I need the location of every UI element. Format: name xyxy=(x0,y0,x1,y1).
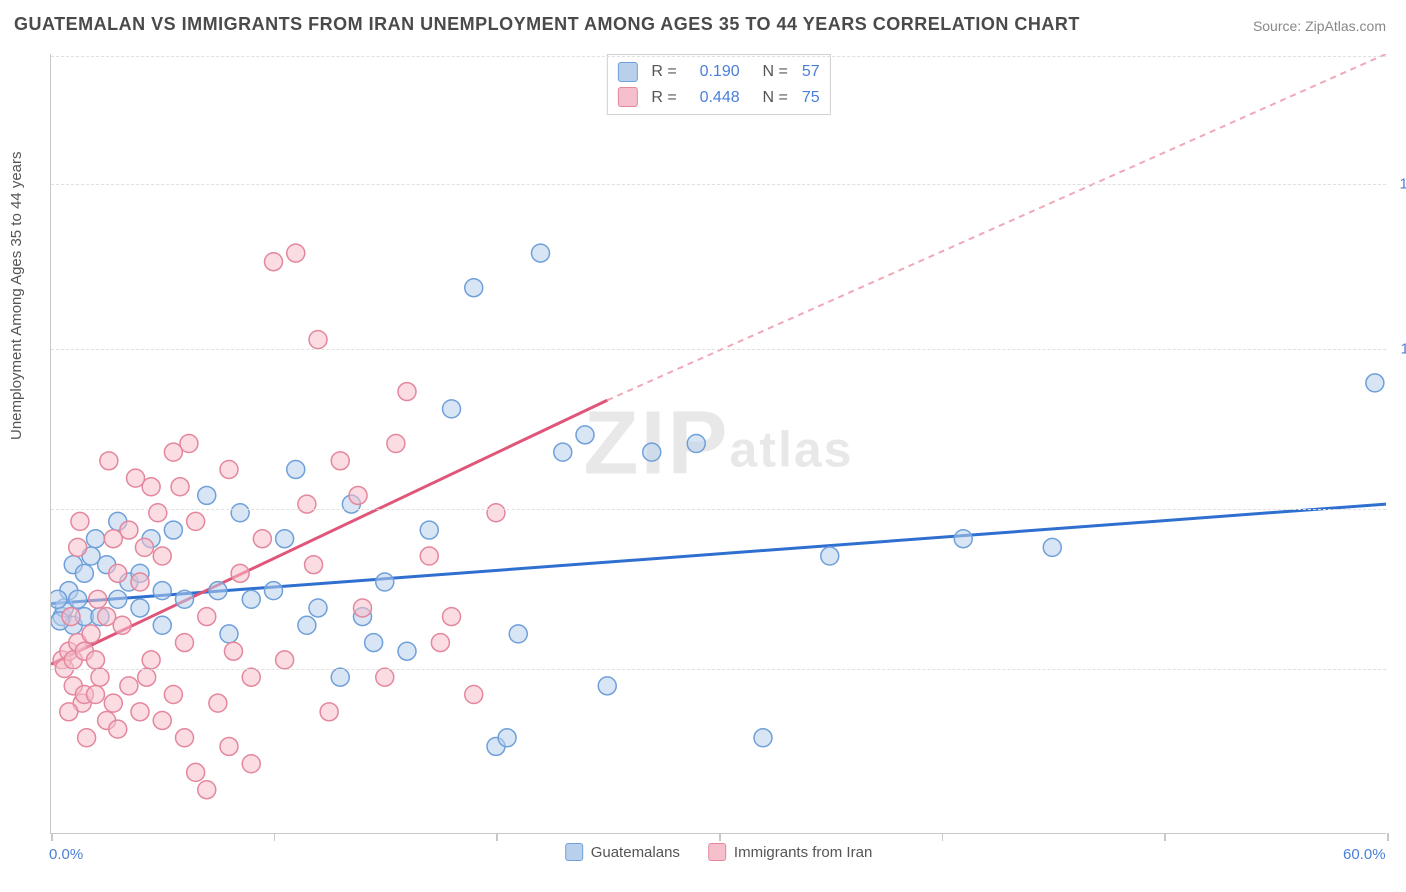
correlation-legend: R = 0.190 N = 57 R = 0.448 N = 75 xyxy=(606,54,830,115)
gridline xyxy=(51,56,1386,57)
n-value-guatemalans: 57 xyxy=(802,59,820,85)
legend-label-guatemalans: Guatemalans xyxy=(591,844,680,861)
x-tick xyxy=(1387,833,1389,841)
legend-swatch-blue xyxy=(617,62,637,82)
watermark-small: atlas xyxy=(730,421,854,477)
x-tick-label: 60.0% xyxy=(1343,846,1386,863)
y-tick-label: 15.0% xyxy=(1399,176,1406,193)
legend-swatch-pink xyxy=(617,87,637,107)
legend-swatch-pink xyxy=(708,843,726,861)
gridline xyxy=(51,669,1386,670)
plot-area: ZIPatlas R = 0.190 N = 57 R = 0.448 N = … xyxy=(50,54,1386,834)
gridline xyxy=(51,509,1386,510)
x-tick xyxy=(274,833,276,841)
x-tick-label: 0.0% xyxy=(49,846,83,863)
gridline xyxy=(51,184,1386,185)
legend-item-iran: Immigrants from Iran xyxy=(708,843,872,861)
legend-row-guatemalans: R = 0.190 N = 57 xyxy=(617,59,819,85)
chart-svg-layer xyxy=(51,54,1386,833)
legend-item-guatemalans: Guatemalans xyxy=(565,843,680,861)
chart-points-layer xyxy=(51,54,1386,833)
x-tick xyxy=(51,833,53,841)
x-tick xyxy=(496,833,498,841)
series-legend: Guatemalans Immigrants from Iran xyxy=(565,843,873,861)
source-attribution: Source: ZipAtlas.com xyxy=(1253,18,1386,34)
x-tick xyxy=(1164,833,1166,841)
gridline xyxy=(51,349,1386,350)
legend-label-iran: Immigrants from Iran xyxy=(734,844,872,861)
y-tick-label: 11.2% xyxy=(1401,340,1406,357)
r-value-iran: 0.448 xyxy=(700,85,740,111)
y-axis-label: Unemployment Among Ages 35 to 44 years xyxy=(8,151,25,440)
x-tick xyxy=(942,833,944,841)
n-value-iran: 75 xyxy=(802,85,820,111)
legend-row-iran: R = 0.448 N = 75 xyxy=(617,85,819,111)
x-tick xyxy=(719,833,721,841)
chart-title: GUATEMALAN VS IMMIGRANTS FROM IRAN UNEMP… xyxy=(14,14,1080,35)
r-value-guatemalans: 0.190 xyxy=(700,59,740,85)
legend-swatch-blue xyxy=(565,843,583,861)
watermark-big: ZIP xyxy=(584,393,730,493)
watermark: ZIPatlas xyxy=(584,392,854,495)
